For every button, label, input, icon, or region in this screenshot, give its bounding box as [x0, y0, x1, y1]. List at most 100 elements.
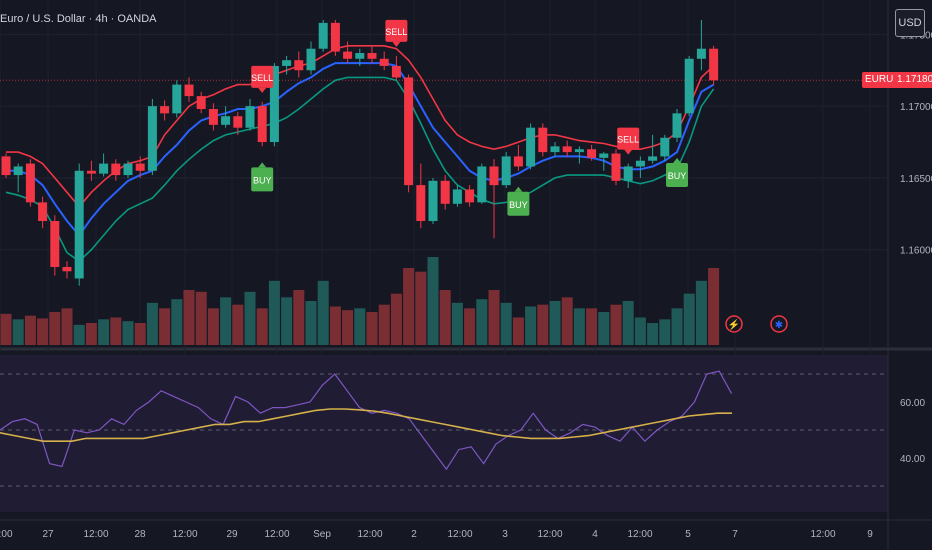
event-flag-icon: ✱: [770, 315, 788, 333]
volume-bar: [476, 299, 488, 345]
volume-bar: [146, 302, 158, 345]
candle-body: [343, 51, 353, 59]
volume-bar: [195, 291, 207, 345]
sell-signal: SELL: [251, 65, 274, 93]
buy-signal-box: [666, 163, 688, 188]
lightning-icon-glyph: ⚡: [728, 318, 740, 331]
candle-body: [74, 170, 84, 279]
sell-signal: SELL: [617, 127, 639, 155]
time-axis-label: 12:00: [537, 529, 562, 540]
volume-bar: [293, 290, 305, 345]
candle-body: [111, 163, 121, 176]
candle-body: [147, 106, 157, 171]
candle-body: [404, 77, 414, 186]
candle-body: [391, 65, 401, 78]
candle-body: [501, 156, 511, 186]
volume-bar: [281, 297, 293, 345]
candle-body: [489, 166, 499, 186]
candle-body: [428, 180, 438, 222]
time-axis-label: 9: [867, 529, 873, 540]
candle-body: [477, 166, 487, 203]
lightning-icon-ring: [725, 315, 743, 333]
volume-bar: [73, 324, 85, 345]
time-axis-label: 12:00: [0, 529, 13, 540]
volume-bar: [183, 290, 195, 345]
candle-body: [696, 48, 706, 59]
rsi-ma-line: [0, 408, 732, 442]
lightning-icon: ⚡: [725, 315, 743, 333]
buy-signal-pointer: [514, 186, 523, 192]
time-axis-label: 7: [732, 529, 738, 540]
volume-bar: [159, 308, 171, 345]
time-axis-label: Sep: [313, 529, 331, 540]
symbol-title: Euro / U.S. Dollar · 4h · OANDA: [0, 13, 157, 25]
volume-bar: [549, 301, 561, 345]
candle-body: [465, 189, 475, 203]
buy-signal: BUY: [507, 186, 530, 216]
candle-body: [306, 48, 316, 71]
volume-bar: [525, 306, 537, 345]
sell-signal-pointer: [624, 149, 633, 155]
candle-body: [62, 266, 72, 272]
buy-signal-pointer: [258, 162, 267, 168]
volume-bar: [329, 306, 341, 345]
event-flag-icon-ring: [770, 315, 788, 333]
candle-body: [257, 106, 267, 143]
volume-bar: [256, 308, 268, 345]
buy-signal-pointer: [673, 158, 681, 164]
volume-bar: [85, 323, 97, 345]
time-axis-label: 2: [411, 529, 417, 540]
volume-bar: [378, 304, 390, 345]
volume-bar: [598, 312, 610, 345]
volume-bar: [134, 323, 146, 345]
candle-body: [25, 163, 35, 203]
candle-body: [208, 109, 218, 125]
volume-bar: [268, 280, 280, 345]
time-axis-label: 12:00: [264, 529, 289, 540]
volume-bar: [695, 280, 707, 345]
rsi-pane-background: [0, 355, 888, 512]
band-lower-line: [5, 76, 715, 263]
buy-signal-label: BUY: [253, 175, 272, 185]
candle-body: [50, 221, 60, 267]
candle-body: [611, 153, 621, 181]
volume-bar: [708, 268, 720, 345]
volume-bar: [317, 280, 329, 345]
candle-body: [367, 53, 377, 59]
volume-bar: [634, 317, 646, 345]
volume-bar: [683, 293, 695, 345]
currency-button[interactable]: USD: [895, 9, 925, 37]
volume-bar: [610, 304, 622, 345]
candle-body: [282, 60, 292, 66]
candle-body: [318, 22, 328, 49]
volume-bar: [354, 308, 366, 345]
volume-bar: [439, 290, 451, 345]
volume-bar: [220, 297, 232, 345]
candle-body: [160, 106, 170, 114]
time-axis-label: 29: [226, 529, 238, 540]
candle-body: [245, 106, 255, 128]
time-axis-label: 4: [592, 529, 598, 540]
sell-signal-pointer: [392, 41, 401, 47]
candle-body: [684, 58, 694, 114]
candle-body: [379, 58, 389, 66]
candle-body: [648, 156, 658, 161]
candle-body: [660, 137, 670, 157]
time-axis-label: 5: [685, 529, 691, 540]
volume-bar: [512, 317, 524, 345]
volume-bar: [244, 291, 256, 345]
volume-bar: [586, 308, 598, 345]
time-axis-label: 3: [502, 529, 508, 540]
sell-signal-pointer: [258, 87, 267, 93]
candle-body: [550, 146, 560, 153]
candle-body: [38, 202, 48, 222]
rsi-axis-label: 60.00: [900, 398, 925, 409]
volume-bar: [232, 304, 244, 345]
time-axis-label: 28: [134, 529, 146, 540]
sell-signal-box: [251, 65, 274, 88]
candle-body: [99, 163, 109, 174]
candle-body: [623, 166, 633, 181]
volume-bar: [403, 268, 415, 345]
